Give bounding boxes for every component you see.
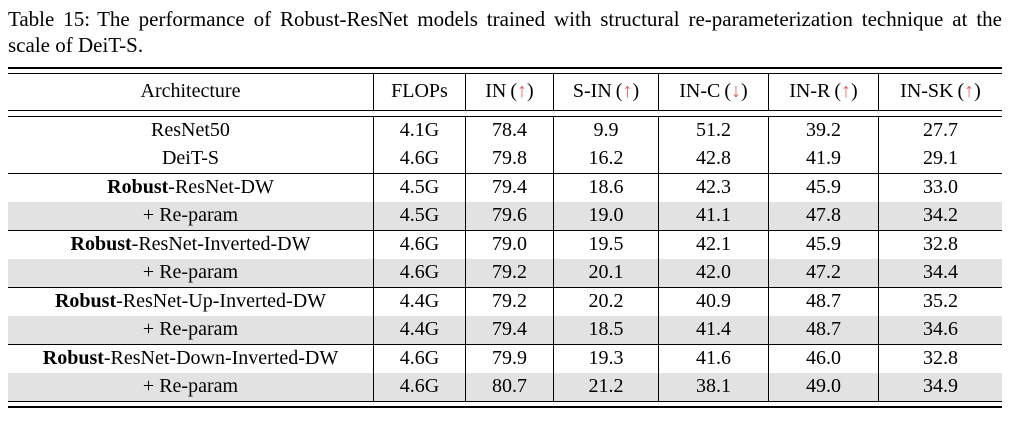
value-cell: 79.8 [465,145,553,173]
value-cell: 27.7 [878,117,1002,145]
value-cell: 4.5G [373,174,465,202]
results-table: Architecture FLOPs IN (↑) S-IN (↑) IN-C (↓) I… [8,67,1002,408]
value-cell: 42.3 [658,174,768,202]
value-cell: 42.1 [658,231,768,259]
value-cell: 19.5 [553,231,658,259]
table-rule [8,344,1002,345]
up-arrow-icon: ↑ [841,80,852,102]
value-cell: 79.9 [465,345,553,373]
value-cell: 45.9 [768,231,878,259]
value-cell: 48.7 [768,288,878,316]
value-cell: 9.9 [553,117,658,145]
value-cell: 42.0 [658,259,768,287]
table-rule [8,67,1002,74]
value-cell: 78.4 [465,117,553,145]
architecture-cell: Robust-ResNet-Down-Inverted-DW [42,347,339,369]
value-cell: 34.4 [878,259,1002,287]
architecture-cell: DeiT-S [161,147,220,169]
value-cell: 41.4 [658,316,768,344]
value-cell: 45.9 [768,174,878,202]
architecture-cell: + Re-param [8,316,373,344]
architecture-cell: + Re-param [8,373,373,401]
value-cell: 34.9 [878,373,1002,401]
value-cell: 4.6G [373,231,465,259]
value-cell: 4.6G [373,259,465,287]
value-cell: 20.1 [553,259,658,287]
architecture-cell: ResNet50 [151,119,230,141]
value-cell: 79.4 [465,174,553,202]
value-cell: 32.8 [878,345,1002,373]
column-header-in-c: IN-C (↓) [658,74,768,110]
architecture-cell: Robust-ResNet-Inverted-DW [70,233,311,255]
up-arrow-icon: ↑ [517,80,528,102]
architecture-cell: Robust-ResNet-DW [107,176,274,198]
column-header-flops: FLOPs [373,74,465,110]
value-cell: 35.2 [878,288,1002,316]
value-cell: 42.8 [658,145,768,173]
value-cell: 80.7 [465,373,553,401]
value-cell: 29.1 [878,145,1002,173]
value-cell: 38.1 [658,373,768,401]
up-arrow-icon: ↑ [622,80,633,102]
value-cell: 4.6G [373,345,465,373]
paper-page: Table 15: The performance of Robust-ResNe… [8,6,1002,408]
value-cell: 79.6 [465,202,553,230]
table-rule [8,401,1002,408]
value-cell: 34.2 [878,202,1002,230]
value-cell: 4.6G [373,373,465,401]
up-arrow-icon: ↑ [964,80,975,102]
column-header-s-in: S-IN (↑) [553,74,658,110]
value-cell: 48.7 [768,316,878,344]
value-cell: 46.0 [768,345,878,373]
value-cell: 49.0 [768,373,878,401]
value-cell: 4.4G [373,316,465,344]
value-cell: 4.5G [373,202,465,230]
value-cell: 32.8 [878,231,1002,259]
table-caption-label: Table 15: [8,7,91,31]
column-header-architecture: Architecture [140,80,241,102]
table-rule [8,287,1002,288]
value-cell: 19.0 [553,202,658,230]
architecture-cell: + Re-param [8,259,373,287]
table-rule [8,110,1002,117]
value-cell: 79.0 [465,231,553,259]
down-arrow-icon: ↓ [731,80,742,102]
table-rule [8,230,1002,231]
value-cell: 79.4 [465,316,553,344]
table-caption-text: The performance of Robust-ResNet models … [8,7,1002,57]
value-cell: 39.2 [768,117,878,145]
table-caption: Table 15: The performance of Robust-ResNe… [8,6,1002,58]
value-cell: 41.6 [658,345,768,373]
value-cell: 4.6G [373,145,465,173]
value-cell: 19.3 [553,345,658,373]
value-cell: 16.2 [553,145,658,173]
value-cell: 40.9 [658,288,768,316]
architecture-cell: Robust-ResNet-Up-Inverted-DW [54,290,327,312]
column-header-in-r: IN-R (↑) [768,74,878,110]
value-cell: 20.2 [553,288,658,316]
value-cell: 34.6 [878,316,1002,344]
value-cell: 18.6 [553,174,658,202]
value-cell: 33.0 [878,174,1002,202]
value-cell: 79.2 [465,259,553,287]
table-rule [8,173,1002,174]
value-cell: 47.2 [768,259,878,287]
value-cell: 47.8 [768,202,878,230]
column-header-in-sk: IN-SK (↑) [878,74,1002,110]
value-cell: 4.4G [373,288,465,316]
value-cell: 21.2 [553,373,658,401]
value-cell: 4.1G [373,117,465,145]
architecture-cell: + Re-param [8,202,373,230]
value-cell: 51.2 [658,117,768,145]
value-cell: 41.1 [658,202,768,230]
value-cell: 41.9 [768,145,878,173]
column-header-in: IN (↑) [465,74,553,110]
value-cell: 18.5 [553,316,658,344]
value-cell: 79.2 [465,288,553,316]
